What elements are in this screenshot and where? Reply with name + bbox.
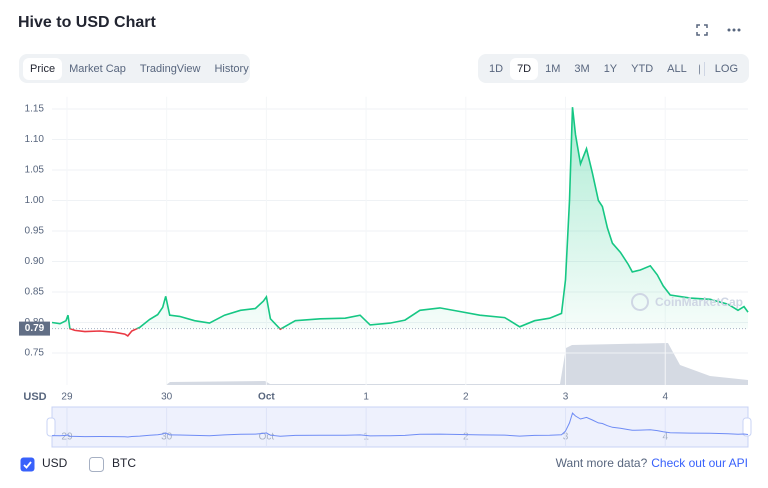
watermark-logo [631, 293, 649, 311]
price-area [52, 107, 748, 329]
tab[interactable]: History [214, 62, 249, 75]
tab-group: Price Market Cap TradingView History [19, 54, 250, 83]
x-tick-label: Oct [258, 392, 275, 403]
price-line [51, 107, 749, 329]
x-tick-label: 3 [563, 392, 569, 403]
x-tick-label: 29 [61, 392, 73, 403]
navigator-line [51, 412, 749, 438]
x-tick-label: 30 [161, 392, 173, 403]
range-button[interactable]: 7D [510, 57, 539, 80]
usd-checkbox[interactable] [20, 457, 36, 473]
x-tick-label: 1 [363, 392, 369, 403]
volume-area [52, 343, 748, 385]
btc-checkbox[interactable] [89, 457, 105, 473]
y-tick-label: 0.75 [25, 348, 45, 359]
log-button[interactable]: LOG [714, 62, 738, 75]
api-link[interactable]: Check out our API [651, 456, 748, 470]
tab[interactable]: TradingView [139, 62, 201, 75]
range-button[interactable]: 1M [545, 62, 561, 75]
reference-label-box [19, 321, 50, 336]
price-line-below [69, 328, 283, 337]
x-tick-label: 2 [463, 392, 469, 403]
header-icons [696, 24, 741, 36]
navigator-handle[interactable] [742, 417, 752, 437]
tab[interactable]: Price [23, 57, 63, 80]
y-tick-label: 1.00 [25, 195, 45, 206]
btc-option[interactable]: BTC [112, 456, 136, 470]
chart: USD 0.750.800.850.900.951.001.051.101.15… [19, 96, 752, 448]
y-tick-label: 1.15 [25, 104, 45, 115]
y-tick-label: 1.05 [25, 165, 45, 176]
watermark: CoinMarketCap [655, 295, 743, 309]
more-icon[interactable] [727, 28, 741, 32]
tab[interactable]: Market Cap [69, 62, 126, 75]
range-button[interactable]: 3M [574, 62, 590, 75]
range-button[interactable]: YTD [631, 62, 654, 75]
page-title: Hive to USD Chart [18, 14, 156, 31]
fullscreen-icon[interactable] [696, 24, 708, 36]
y-tick-label: 0.95 [25, 226, 45, 237]
y-axis-label: USD [23, 391, 46, 403]
y-tick-label: 0.85 [25, 287, 45, 298]
usd-option[interactable]: USD [42, 456, 68, 470]
reference-label: 0.79 [25, 323, 45, 334]
range-button[interactable]: 1D [489, 62, 504, 75]
promo-text: Want more data? [555, 456, 648, 470]
range-button[interactable]: ALL [667, 62, 687, 75]
range-group: 1D 7D 1M 3M 1Y YTD ALL LOG [478, 54, 749, 83]
y-tick-label: 1.10 [25, 134, 45, 145]
api-promo: Want more data? Check out our API [556, 456, 748, 470]
x-tick-label: 4 [662, 392, 668, 403]
range-button[interactable]: 1Y [603, 62, 618, 75]
navigator[interactable] [51, 406, 749, 448]
y-tick-label: 0.90 [25, 256, 45, 267]
navigator-handle[interactable] [46, 417, 56, 437]
